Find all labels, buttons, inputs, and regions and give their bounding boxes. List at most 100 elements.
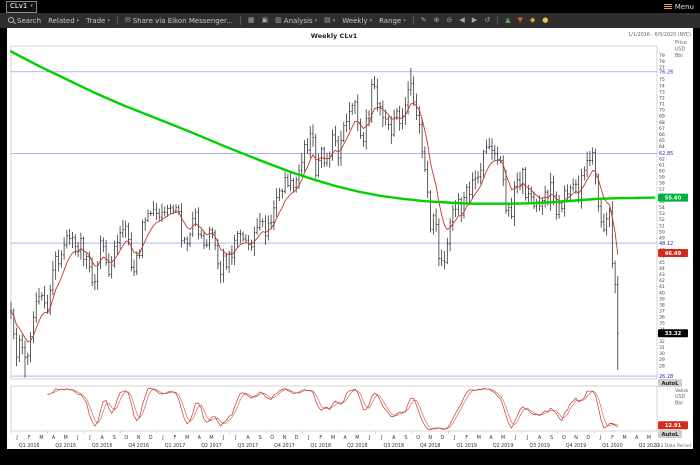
pivot-level-labels: 76.26 62.85 48.12 26.28 [659, 70, 673, 380]
alert-icon: ◆ [529, 16, 536, 24]
svg-text:Q1 2016: Q1 2016 [19, 443, 40, 449]
search-button[interactable]: Search [8, 17, 41, 25]
annotate-button[interactable]: ✎ [421, 17, 427, 24]
price-axis-labels: 2829303132333435363738394041424344454647… [659, 53, 665, 369]
chevron-down-icon: ▾ [30, 3, 33, 9]
ticker-label: CLv1 [10, 2, 28, 10]
svg-text:A: A [635, 435, 639, 441]
svg-text:S: S [404, 435, 407, 441]
svg-text:Q3 2016: Q3 2016 [92, 443, 113, 449]
alert-icon[interactable]: ◆ [530, 17, 535, 24]
svg-text:F: F [28, 435, 31, 441]
svg-text:26.28: 26.28 [659, 374, 673, 380]
analysis-dropdown[interactable]: ▥ Analysis ▾ [275, 17, 317, 25]
caret-down-icon: ▾ [403, 17, 406, 24]
note-icon[interactable]: ● [542, 17, 548, 24]
svg-text:Bbl: Bbl [675, 53, 683, 59]
svg-text:F: F [174, 435, 177, 441]
svg-text:66: 66 [659, 132, 665, 138]
zoom-in-button[interactable]: ⊕ [434, 17, 440, 24]
svg-text:43: 43 [659, 272, 665, 278]
up-signal-icon: ▲ [505, 16, 511, 24]
svg-text:31: 31 [659, 345, 665, 351]
trade-dropdown[interactable]: Trade ▾ [86, 17, 110, 25]
svg-text:Q4 2016: Q4 2016 [128, 443, 149, 449]
pivot-lines [11, 71, 657, 377]
grid-layout-button[interactable]: ▦ [248, 17, 255, 24]
svg-text:J: J [380, 435, 382, 441]
interval-dropdown[interactable]: Weekly ▾ [342, 17, 372, 25]
green-ma-line [9, 50, 656, 205]
analysis-icon: ▥ [275, 16, 282, 24]
range-dropdown[interactable]: Range ▾ [379, 17, 406, 25]
svg-text:M: M [477, 435, 481, 441]
svg-text:N: N [283, 435, 287, 441]
svg-text:D: D [295, 435, 299, 441]
pan-left-button[interactable]: ◀ [459, 17, 464, 24]
svg-text:39: 39 [659, 296, 665, 302]
price-chart[interactable]: 2829303132333435363738394041424344454647… [7, 28, 693, 449]
plot-borders [10, 45, 658, 432]
grid-layout-icon: ▦ [247, 16, 255, 24]
svg-text:75: 75 [659, 77, 665, 83]
svg-text:J: J [222, 435, 224, 441]
up-signal-icon[interactable]: ▲ [505, 17, 510, 24]
svg-text:68: 68 [659, 120, 665, 126]
svg-text:A: A [392, 435, 396, 441]
svg-text:29: 29 [659, 357, 665, 363]
down-signal-icon: ▼ [517, 16, 523, 24]
svg-text:62.85: 62.85 [659, 151, 673, 157]
svg-text:J: J [307, 435, 309, 441]
svg-text:A: A [52, 435, 56, 441]
ticker-box[interactable]: CLv1 ▾ [6, 0, 37, 13]
svg-text:61: 61 [659, 162, 665, 168]
svg-text:69: 69 [659, 114, 665, 120]
toolbar-divider [116, 16, 118, 25]
pan-left-icon: ◀ [459, 16, 465, 24]
analysis-dropdown-label: Analysis [283, 16, 313, 25]
svg-text:USD: USD [675, 47, 686, 53]
save-layout-button[interactable]: ▣ [262, 17, 269, 24]
svg-text:Q4 2018: Q4 2018 [420, 443, 441, 449]
svg-text:Bbl: Bbl [675, 400, 683, 406]
share-button[interactable]: ✉ Share via Eikon Messenger... [125, 17, 233, 25]
svg-text:55: 55 [659, 199, 665, 205]
svg-text:O: O [416, 435, 420, 441]
svg-text:74: 74 [659, 83, 665, 89]
svg-text:38: 38 [659, 302, 665, 308]
refresh-icon: ↺ [484, 16, 491, 24]
menu-icon [663, 4, 672, 9]
svg-text:D: D [149, 435, 153, 441]
svg-text:52: 52 [659, 217, 665, 223]
svg-text:O: O [270, 435, 274, 441]
red-ma-line [10, 102, 619, 343]
chart-type-dropdown[interactable]: ▤ ▾ [324, 17, 335, 24]
annotate-icon: ✎ [420, 16, 427, 24]
svg-text:M: M [331, 435, 335, 441]
svg-text:A: A [246, 435, 250, 441]
caret-down-icon: ▾ [369, 17, 373, 24]
zoom-out-button[interactable]: ⊖ [447, 17, 453, 24]
chart-area: 2829303132333435363738394041424344454647… [7, 28, 693, 449]
svg-text:AutoL: AutoL [661, 381, 679, 387]
svg-text:M: M [623, 435, 627, 441]
range-dropdown-label: Range [379, 16, 402, 25]
pan-right-button[interactable]: ▶ [472, 17, 477, 24]
quarter-axis-labels: Q1 2016 Q2 2016 Q3 2016 Q4 2016 Q1 2017 Q2 20… [19, 443, 659, 449]
svg-text:54: 54 [659, 205, 665, 211]
svg-text:37: 37 [659, 309, 665, 315]
svg-text:A: A [198, 435, 202, 441]
svg-text:48.12: 48.12 [659, 241, 673, 247]
svg-text:A: A [489, 435, 493, 441]
note-icon: ● [542, 16, 549, 24]
svg-text:Q1 2017: Q1 2017 [165, 443, 186, 449]
svg-text:45: 45 [659, 260, 665, 266]
refresh-button[interactable]: ↺ [484, 17, 490, 24]
svg-text:49: 49 [659, 236, 665, 242]
svg-text:Q2 2019: Q2 2019 [493, 443, 514, 449]
svg-text:J: J [514, 435, 516, 441]
toolbar: Search Related ▾ Trade ▾ ✉ Share via Eikon Mes… [0, 13, 700, 28]
down-signal-icon[interactable]: ▼ [517, 17, 522, 24]
menu-button[interactable]: Menu [663, 3, 694, 11]
related-dropdown[interactable]: Related ▾ [48, 17, 79, 25]
